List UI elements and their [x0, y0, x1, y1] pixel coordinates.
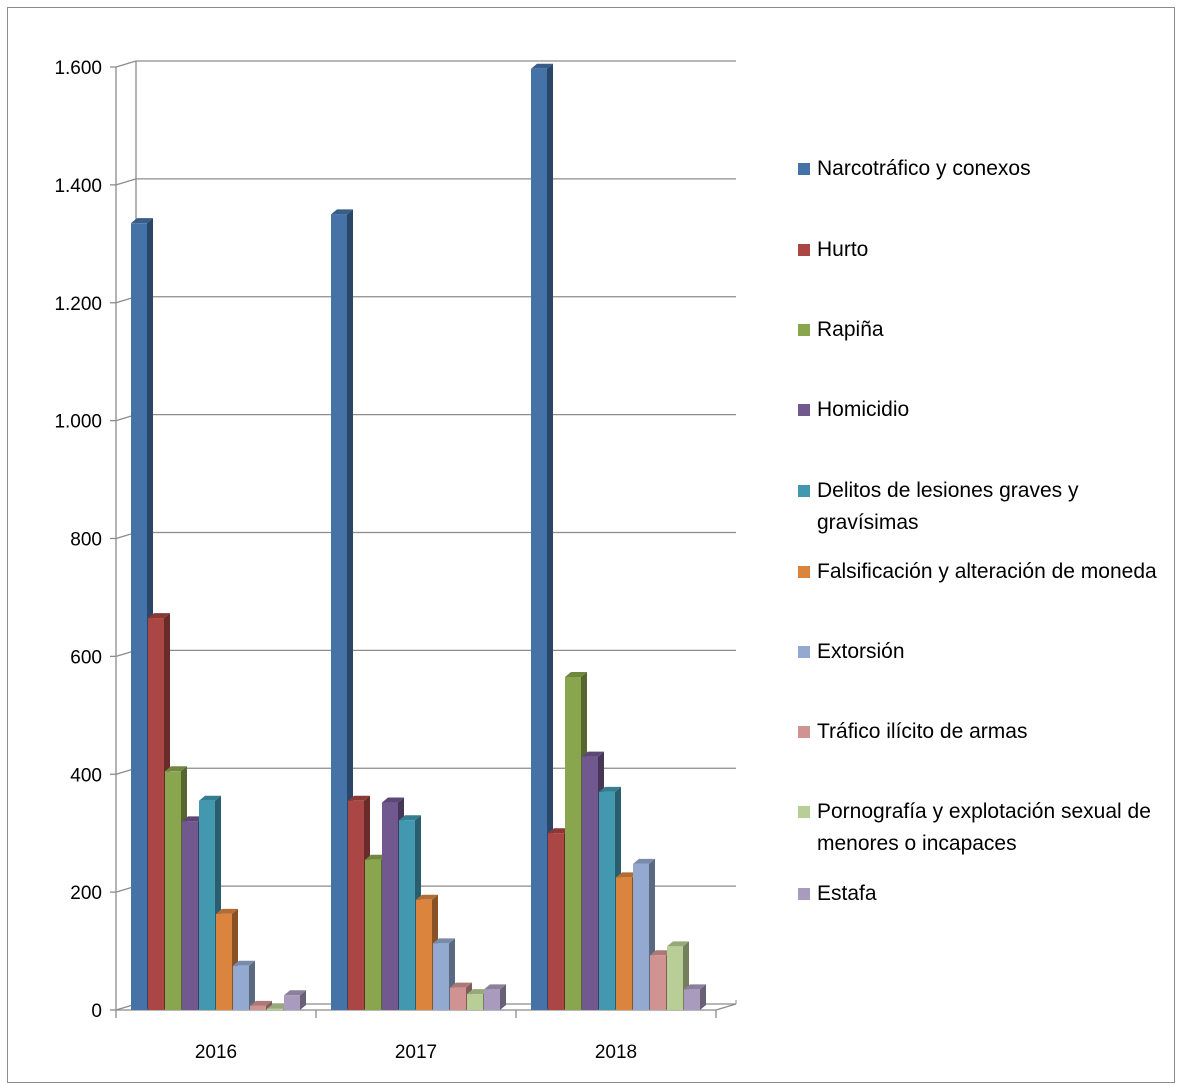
legend-label: Delitos de lesiones graves y gravísimas — [817, 479, 1079, 534]
legend-item: Hurto — [798, 234, 1168, 266]
legend-swatch — [798, 646, 810, 658]
legend-swatch — [798, 485, 810, 497]
legend-label: Narcotráfico y conexos — [817, 157, 1031, 180]
legend-label: Tráfico ilícito de armas — [817, 720, 1028, 743]
bar — [233, 960, 255, 1010]
y-tick-label: 1.600 — [54, 58, 102, 79]
gridline — [115, 649, 736, 657]
legend-item: Narcotráfico y conexos — [798, 153, 1168, 185]
legend-swatch — [798, 726, 810, 738]
legend-swatch — [798, 244, 810, 256]
legend-item: Delitos de lesiones graves y gravísimas — [798, 475, 1168, 539]
legend-label: Extorsión — [817, 640, 905, 663]
bar — [484, 984, 506, 1010]
y-tick-label: 800 — [70, 530, 102, 551]
legend-swatch — [798, 888, 810, 900]
bar-chart: 0 200 400 600 800 1.000 1.200 1.400 1.600 2016 201… — [54, 58, 737, 1063]
gridline — [115, 178, 736, 186]
legend-item: Tráfico ilícito de armas — [798, 716, 1168, 748]
chart-frame: 0 200 400 600 800 1.000 1.200 1.400 1.600 2016 201… — [7, 7, 1175, 1083]
bars — [131, 63, 706, 1010]
gridline — [115, 60, 736, 68]
legend-item: Falsificación y alteración de moneda — [798, 556, 1168, 588]
legend-label: Homicidio — [817, 398, 910, 421]
bar — [531, 63, 553, 1010]
bar — [250, 1000, 272, 1010]
legend-item: Extorsión — [798, 636, 1168, 668]
bar — [284, 990, 306, 1010]
x-tick-label: 2016 — [195, 1042, 237, 1063]
legend-label: Falsificación y alteración de moneda — [817, 560, 1157, 583]
legend-swatch — [798, 404, 810, 416]
axis-labels: 0 200 400 600 800 1.000 1.200 1.400 1.600 2016 201… — [54, 58, 637, 1063]
y-tick-label: 600 — [70, 647, 102, 668]
legend-label: Hurto — [817, 238, 869, 261]
bar — [684, 984, 706, 1010]
y-tick-label: 0 — [91, 1001, 102, 1022]
legend-item: Homicidio — [798, 394, 1168, 426]
legend-swatch — [798, 163, 810, 175]
gridline — [115, 767, 736, 775]
x-tick-label: 2018 — [595, 1042, 637, 1063]
legend-swatch — [798, 324, 810, 336]
legend-swatch — [798, 806, 810, 818]
legend-item: Estafa — [798, 878, 1168, 910]
x-tick-label: 2017 — [395, 1042, 437, 1063]
legend-item: Pornografía y explotación sexual de meno… — [798, 796, 1168, 860]
gridline — [115, 413, 736, 422]
y-tick-label: 200 — [70, 883, 102, 904]
legend-label: Estafa — [817, 882, 877, 905]
y-tick-label: 400 — [70, 765, 102, 786]
legend-label: Pornografía y explotación sexual de meno… — [817, 800, 1151, 855]
gridline — [115, 296, 736, 304]
y-tick-label: 1.200 — [54, 294, 102, 315]
legend-swatch — [798, 566, 810, 578]
y-tick-label: 1.000 — [54, 412, 102, 433]
legend-item: Rapiña — [798, 314, 1168, 346]
gridline — [115, 531, 736, 540]
y-tick-label: 1.400 — [54, 176, 102, 197]
legend-label: Rapiña — [817, 318, 884, 341]
